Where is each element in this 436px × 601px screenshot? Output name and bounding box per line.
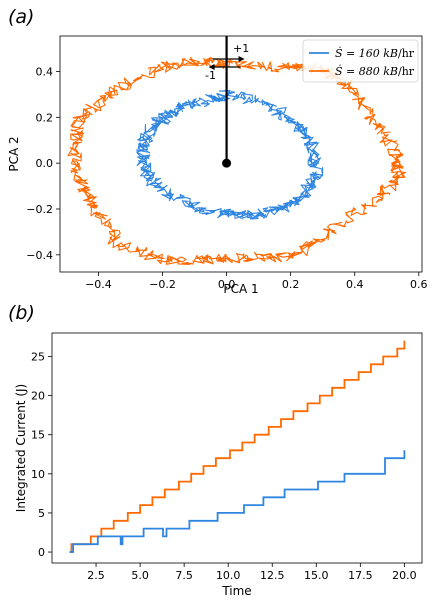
legend-entry-orange-unit: kB (383, 65, 398, 78)
chart-a-series-orange (67, 56, 407, 266)
chart-a-series-blue (135, 89, 324, 220)
chart-a-x-tick-label: 0.2 (282, 278, 300, 291)
legend-entry-orange-suffix: /hr (398, 65, 415, 78)
chart-b-x-tick-label: 17.5 (348, 569, 373, 582)
chart-a-x-tick-label: 0.0 (218, 278, 236, 291)
chart-b-y-ticks: 0 5 10 15 20 25 (31, 350, 52, 559)
chart-b-x-tick-label: 7.5 (175, 569, 193, 582)
chart-b-x-tick-label: 15.0 (304, 569, 329, 582)
chart-a-x-label: PCA 1 (223, 282, 258, 296)
chart-a-frame (59, 35, 423, 273)
arrow-plus-head (238, 56, 245, 62)
legend-entry-blue-unit: kB (383, 47, 398, 60)
chart-b-x-tick-label: 10.0 (216, 569, 241, 582)
chart-b-x-label: Time (221, 584, 251, 598)
legend-entry-blue: Ṡ = 160 kB/hr (335, 46, 415, 60)
chart-b-frame (51, 332, 423, 564)
chart-a-legend: Ṡ = 160 kB/hr Ṡ = 880 kB/hr (302, 39, 419, 83)
chart-b-x-ticks: 2.5 5.0 7.5 10.0 12.5 15.0 17.5 20.0 (87, 563, 417, 582)
chart-b-x-tick-label: 20.0 (392, 569, 417, 582)
chart-a-y-tick-label: 0.2 (36, 111, 54, 124)
origin-marker (222, 158, 232, 168)
chart-a: −0.4 −0.2 0.0 0.2 0.4 0.6 −0.4 −0.2 0.0 0.2 0.4 +… (7, 35, 428, 296)
chart-a-x-tick-label: 0.6 (410, 278, 428, 291)
chart-a-y-label: PCA 2 (7, 136, 21, 171)
panel-label-a: (a) (8, 6, 34, 28)
chart-a-y-ticks: −0.4 −0.2 0.0 0.2 0.4 (26, 66, 60, 262)
chart-a-marks (208, 36, 245, 168)
chart-b-series (69, 340, 406, 553)
chart-b-y-tick-label: 15 (31, 429, 45, 442)
chart-b: 2.5 5.0 7.5 10.0 12.5 15.0 17.5 20.0 0 5 10 15 20 25… (14, 332, 423, 598)
legend-box (302, 39, 419, 83)
chart-b-y-label: Integrated Current (J) (14, 384, 28, 512)
panel-label-b: (b) (8, 302, 35, 324)
annotation-minus-one: -1 (205, 69, 216, 82)
chart-a-x-tick-label: −0.2 (149, 278, 176, 291)
legend-entry-orange: Ṡ = 880 kB/hr (335, 64, 415, 78)
chart-b-x-tick-label: 2.5 (87, 569, 105, 582)
chart-a-series (67, 56, 407, 266)
chart-b-series-blue (69, 450, 406, 553)
chart-a-y-tick-label: −0.4 (26, 249, 53, 262)
chart-b-series-orange (69, 340, 406, 553)
chart-a-y-tick-label: −0.2 (26, 203, 53, 216)
chart-a-x-tick-label: −0.4 (85, 278, 112, 291)
chart-b-x-tick-label: 5.0 (131, 569, 149, 582)
arrow-minus-head (208, 64, 215, 70)
legend-entry-orange-prefix: Ṡ = 880 (335, 64, 383, 78)
chart-b-x-tick-label: 12.5 (260, 569, 285, 582)
chart-b-y-tick-label: 0 (38, 546, 45, 559)
chart-a-y-tick-label: 0.0 (36, 157, 54, 170)
chart-a-x-ticks: −0.4 −0.2 0.0 0.2 0.4 0.6 (85, 272, 428, 291)
legend-entry-blue-suffix: /hr (398, 47, 415, 60)
chart-a-y-tick-label: 0.4 (36, 66, 54, 79)
chart-b-y-tick-label: 20 (31, 390, 45, 403)
annotation-plus-one: +1 (233, 42, 249, 55)
legend-entry-blue-prefix: Ṡ = 160 (335, 46, 383, 60)
chart-b-y-tick-label: 10 (31, 468, 45, 481)
chart-b-y-tick-label: 25 (31, 350, 45, 363)
chart-a-x-tick-label: 0.4 (346, 278, 364, 291)
chart-b-y-tick-label: 5 (38, 507, 45, 520)
